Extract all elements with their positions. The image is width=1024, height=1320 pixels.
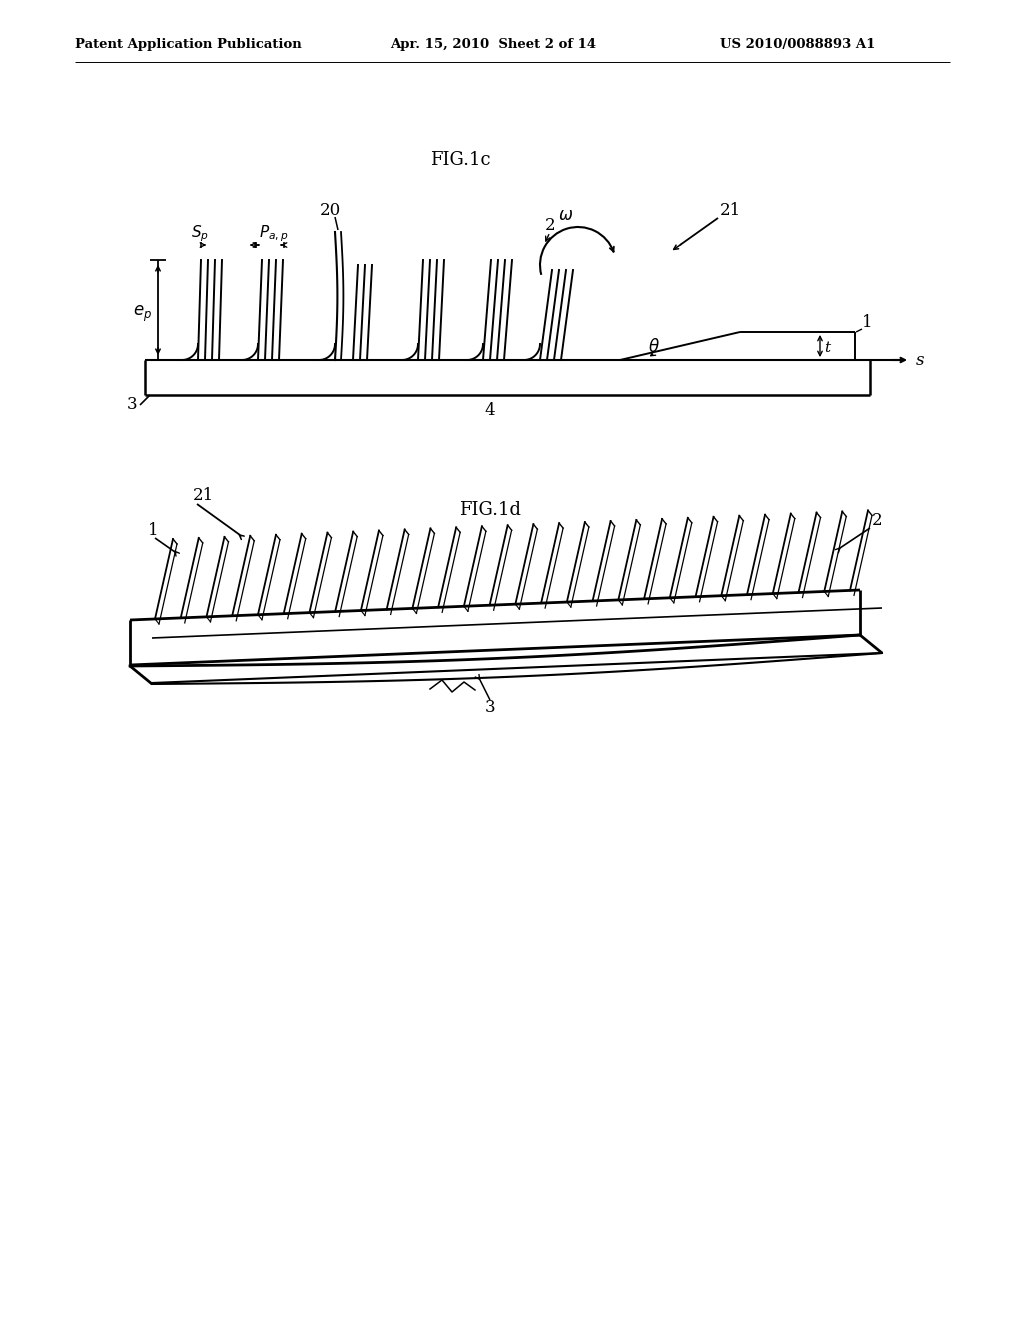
Text: $e_p$: $e_p$: [133, 304, 153, 323]
Text: FIG.1d: FIG.1d: [459, 502, 521, 519]
Text: FIG.1c: FIG.1c: [430, 150, 490, 169]
Text: 21: 21: [193, 487, 214, 504]
Text: 20: 20: [319, 202, 341, 219]
Text: $\omega$: $\omega$: [558, 206, 573, 224]
Text: US 2010/0088893 A1: US 2010/0088893 A1: [720, 38, 876, 51]
Text: 3: 3: [127, 396, 137, 413]
Text: 21: 21: [720, 202, 741, 219]
Text: s: s: [916, 352, 925, 370]
Text: Apr. 15, 2010  Sheet 2 of 14: Apr. 15, 2010 Sheet 2 of 14: [390, 38, 596, 51]
Text: $\theta$: $\theta$: [648, 338, 659, 356]
Text: 2: 2: [872, 512, 883, 529]
Text: Patent Application Publication: Patent Application Publication: [75, 38, 302, 51]
Text: 3: 3: [484, 700, 496, 715]
Text: $P_{a,p}$: $P_{a,p}$: [259, 223, 289, 244]
Text: 1: 1: [862, 314, 872, 331]
Text: 2: 2: [545, 216, 556, 234]
Text: 4: 4: [484, 403, 496, 418]
Text: t: t: [824, 341, 830, 355]
Text: $S_p$: $S_p$: [191, 223, 209, 244]
Text: 1: 1: [148, 521, 159, 539]
